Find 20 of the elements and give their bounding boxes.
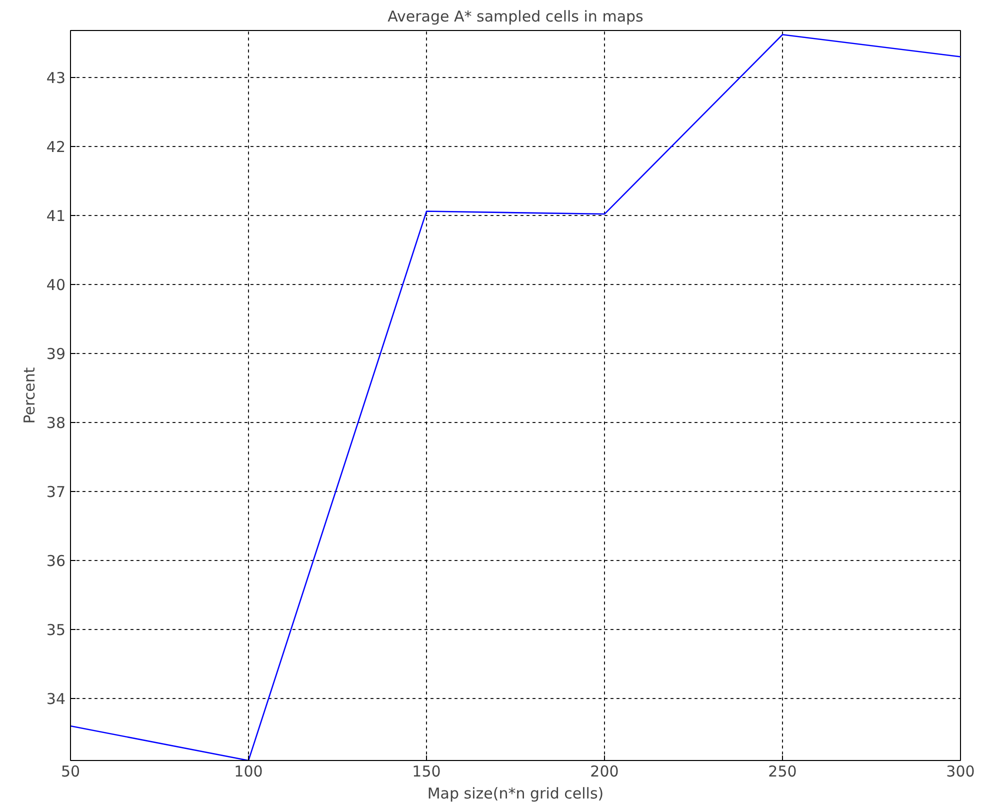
x-tick-label: 50	[60, 762, 80, 780]
y-tick-label: 41	[46, 206, 66, 225]
y-tick-label: 37	[46, 482, 66, 501]
y-tick-label: 38	[46, 414, 66, 432]
y-tick-label: 39	[46, 344, 66, 363]
y-tick-label: 43	[46, 68, 66, 87]
y-tick-label: 34	[46, 690, 66, 708]
x-tick-label: 250	[768, 762, 797, 780]
chart-title: Average A* sampled cells in maps	[388, 8, 644, 26]
x-tick-label: 150	[412, 762, 441, 780]
x-tick-label: 200	[590, 762, 619, 780]
y-axis-title: Percent	[20, 367, 38, 424]
x-axis-title: Map size(n*n grid cells)	[427, 784, 604, 802]
x-tick-label: 100	[234, 762, 263, 780]
y-tick-label: 36	[46, 552, 66, 570]
y-tick-label: 35	[46, 620, 66, 639]
x-tick-label: 300	[946, 762, 975, 780]
y-tick-label: 40	[46, 276, 66, 294]
line-series	[70, 34, 960, 760]
y-tick-label: 42	[46, 138, 66, 156]
